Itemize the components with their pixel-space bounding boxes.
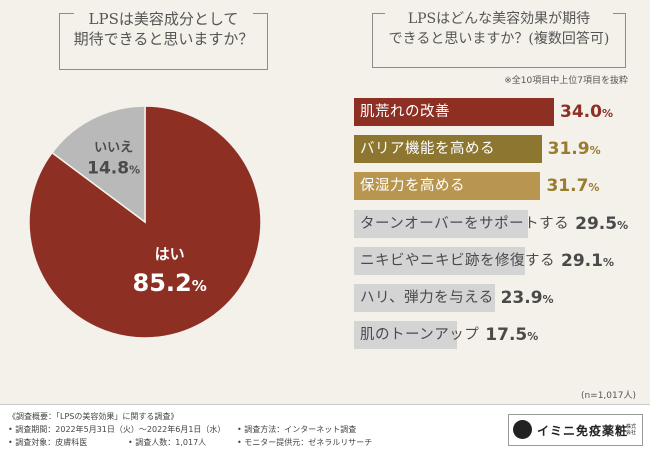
company-logo: イミニ免疫薬粧 株式会社 bbox=[508, 414, 643, 446]
survey-footer: 《調査概要：「LPSの美容効果」に関する調査》 • 調査期間：2022年5月31… bbox=[0, 404, 650, 451]
bar bbox=[354, 172, 541, 201]
bar-value: 31.9% bbox=[547, 139, 601, 160]
footer-count: • 調査人数：1,017人 bbox=[128, 438, 207, 447]
bar-label: ニキビやニキビ跡を修復する bbox=[360, 252, 555, 269]
logo-sub: 株式会社 bbox=[626, 424, 637, 436]
question-box-right: LPSはどんな美容効果が期待 できると思いますか？(複数回答可) bbox=[372, 11, 626, 68]
bar-value: 34.0% bbox=[560, 102, 613, 122]
question-box-left: LPSは美容成分として 期待できると思いますか？ bbox=[59, 10, 268, 70]
footer-target: • 調査対象：皮膚科医 bbox=[8, 438, 88, 447]
question-left: LPSは美容成分として 期待できると思いますか？ bbox=[73, 10, 254, 48]
bar-label: 肌荒れの改善 bbox=[360, 104, 450, 120]
bar bbox=[354, 284, 495, 312]
pie-value-1: 14.8% bbox=[87, 158, 140, 178]
pie-label-0: はい bbox=[155, 245, 185, 263]
question-right: LPSはどんな美容効果が期待 できると思いますか？(複数回答可) bbox=[388, 11, 610, 47]
sample-size-note: (n=1,017人) bbox=[580, 391, 636, 401]
bar bbox=[354, 246, 526, 275]
bar-value: 29.1% bbox=[561, 250, 614, 271]
footer-provider: • モニター提供元：ゼネラルリサーチ bbox=[237, 438, 373, 447]
footer-period: • 調査期間：2022年5月31日（火）〜2022年6月1日（水） bbox=[8, 425, 226, 434]
bar-value: 23.9% bbox=[500, 288, 554, 308]
logo-mark-icon bbox=[513, 420, 532, 439]
bar bbox=[354, 209, 528, 238]
bar-label: 保湿力を高める bbox=[360, 178, 465, 195]
pie-slice-1 bbox=[50, 105, 146, 224]
pie-label-1: いいえ bbox=[94, 140, 133, 155]
bar-value: 31.7% bbox=[546, 176, 600, 197]
bar-label: ターンオーバーをサポートする bbox=[360, 215, 570, 232]
bar-label: バリア機能を高める bbox=[360, 141, 495, 158]
logo-name: イミニ免疫薬粧 bbox=[537, 424, 629, 438]
note-excerpt: ※全10項目中上位7項目を抜粋 bbox=[504, 76, 628, 86]
bar bbox=[354, 98, 554, 126]
infographic-panel: LPSは美容成分として 期待できると思いますか？ LPSはどんな美容効果が期待 … bbox=[28, 10, 636, 401]
bar-label: 肌のトーンアップ bbox=[360, 327, 480, 344]
footer-method: • 調査方法：インターネット調査 bbox=[237, 425, 357, 434]
bar-label: ハリ、弾力を与える bbox=[360, 290, 494, 306]
bar-value: 29.5% bbox=[575, 213, 629, 234]
bar-value: 17.5% bbox=[485, 325, 539, 346]
bar bbox=[354, 321, 457, 350]
footer-title: 《調査概要：「LPSの美容効果」に関する調査》 bbox=[8, 412, 179, 421]
bar bbox=[354, 135, 542, 164]
